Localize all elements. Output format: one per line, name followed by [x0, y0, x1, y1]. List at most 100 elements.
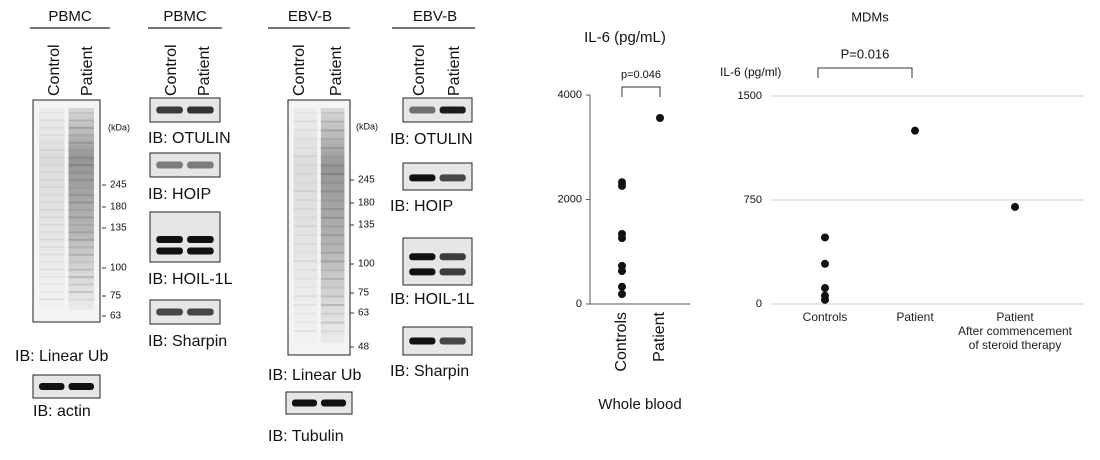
lane-label: Control [46, 44, 63, 96]
smear-band [68, 283, 94, 286]
smear-band [320, 251, 345, 254]
smear-band [293, 295, 318, 297]
band [439, 268, 466, 276]
smear-band [293, 286, 318, 289]
marker-label: 100 [358, 259, 375, 270]
smear-band [39, 171, 65, 174]
smear-band [293, 129, 318, 131]
band [439, 253, 466, 261]
smear-band [68, 194, 94, 197]
marker-title: (kDa) [108, 122, 130, 132]
marker-label: 63 [358, 308, 370, 319]
smear-band [320, 146, 345, 149]
smear-band [39, 291, 65, 293]
smear-band [39, 283, 65, 286]
smear [68, 108, 94, 310]
y-tick-label: 1500 [738, 90, 762, 102]
band [291, 399, 318, 407]
smear-band [39, 268, 65, 271]
y-tick-label: 4000 [558, 89, 582, 101]
smear-band [293, 112, 318, 114]
smear-band [293, 164, 318, 166]
smear-band [320, 295, 345, 298]
smear-band [68, 186, 94, 189]
smear-band [293, 208, 318, 210]
band [409, 337, 436, 345]
smear-band [320, 312, 345, 315]
smear-band [293, 312, 318, 315]
lane-label: Patient [446, 46, 463, 96]
smear-band [39, 149, 65, 151]
data-point [821, 295, 829, 304]
smear-band [320, 277, 345, 280]
band [409, 106, 436, 114]
band [409, 268, 436, 276]
smear-band [39, 246, 65, 248]
smear-band [320, 321, 345, 324]
lane-label: Control [411, 44, 428, 96]
y-axis-label: IL-6 (pg/ml) [720, 65, 781, 79]
smear-band [320, 199, 345, 202]
smear-band [320, 304, 345, 307]
smear [320, 108, 345, 343]
smear-band [68, 164, 94, 167]
smear-band [320, 138, 345, 141]
smear-band [68, 201, 94, 204]
smear-band [320, 216, 345, 219]
lane-label: Patient [196, 46, 213, 96]
x-tick-label: Patient [651, 311, 668, 361]
band [187, 106, 214, 114]
smear-band [320, 112, 345, 114]
probe-label: IB: Sharpin [148, 333, 227, 350]
smear-band [68, 268, 94, 271]
smear-band [293, 304, 318, 306]
smear-band [320, 330, 345, 333]
annotation: p=0.046 [621, 69, 661, 81]
smear-band [320, 242, 345, 245]
smear-band [39, 186, 65, 189]
smear-band [293, 146, 318, 149]
smear-band [293, 277, 318, 280]
smear-band [39, 216, 65, 218]
smear-band [39, 112, 65, 114]
probe-label: IB: Linear Ub [268, 367, 361, 384]
data-point [911, 126, 919, 135]
smear-band [293, 234, 318, 236]
x-axis-label: Whole blood [598, 396, 681, 413]
panel-title: PBMC [163, 8, 207, 25]
smear-band [39, 126, 65, 129]
smear-band [39, 209, 65, 211]
smear [39, 108, 65, 310]
marker-label: 135 [358, 220, 375, 231]
y-tick-label: 2000 [558, 193, 582, 205]
marker-label: 75 [110, 291, 122, 302]
smear-band [68, 261, 94, 264]
smear-band [39, 179, 65, 181]
smear-band [68, 246, 94, 249]
band [409, 253, 436, 261]
smear-band [39, 201, 65, 204]
smear-band [68, 209, 94, 211]
smear-band [39, 141, 65, 144]
marker-label: 135 [110, 223, 127, 234]
smear-band [293, 225, 318, 227]
marker-label: 180 [358, 198, 375, 209]
smear-band [39, 231, 65, 233]
smear-band [293, 269, 318, 271]
smear-band [320, 286, 345, 289]
smear-band [68, 216, 94, 219]
smear-band [68, 238, 94, 241]
x-tick-label: Patient After commencement of steroid th… [957, 310, 1073, 352]
smear-band [68, 149, 94, 152]
smear-band [68, 126, 94, 129]
smear-band [320, 234, 345, 237]
blot [285, 391, 353, 415]
band [320, 399, 347, 407]
smear-band [320, 269, 345, 272]
blot [32, 374, 101, 399]
probe-label: IB: HOIL-1L [148, 271, 233, 288]
band [439, 106, 466, 114]
probe-label: IB: Linear Ub [15, 348, 108, 365]
band [156, 308, 183, 316]
